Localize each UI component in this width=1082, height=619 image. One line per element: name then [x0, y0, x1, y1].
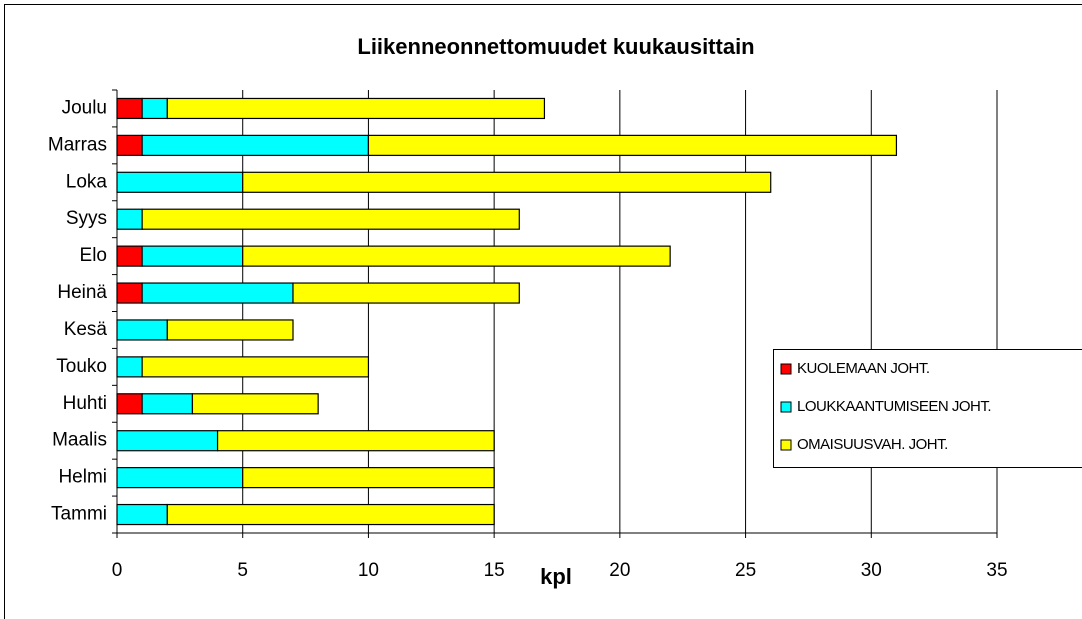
y-tick-label: Touko: [56, 356, 107, 377]
bar-segment: [166, 97, 546, 120]
legend-label: KUOLEMAAN JOHT.: [797, 360, 930, 377]
bar-segment: [166, 319, 294, 341]
y-tick-label: Tammi: [51, 504, 107, 525]
chart-frame: [4, 4, 1082, 619]
legend-box: [773, 349, 1082, 468]
bar-segment: [242, 245, 671, 267]
bar-segment: [116, 356, 143, 378]
bar-segment: [141, 208, 520, 230]
bar-segment: [116, 503, 168, 526]
legend-swatch: [780, 401, 792, 413]
bar-segment: [116, 97, 143, 120]
bar-segment: [141, 282, 294, 304]
legend-label: OMAISUUSVAH. JOHT.: [797, 436, 948, 453]
y-tick-label: Maalis: [52, 430, 107, 451]
x-tick-label: 35: [986, 560, 1007, 581]
x-tick-label: 0: [112, 560, 123, 581]
bar-segment: [292, 282, 520, 304]
bar-segment: [141, 97, 168, 120]
y-tick-label: Heinä: [57, 282, 107, 303]
y-tick-label: Elo: [80, 245, 107, 266]
legend-swatch: [780, 439, 792, 451]
y-tick-label: Loka: [66, 171, 108, 192]
y-tick-label: Marras: [48, 134, 107, 155]
bar-segment: [116, 430, 219, 452]
bar-segment: [141, 356, 370, 378]
y-tick-label: Helmi: [58, 467, 107, 488]
x-tick-label: 30: [861, 560, 882, 581]
bar-segment: [116, 393, 143, 415]
bar-segment: [116, 134, 143, 156]
bar-segment: [116, 467, 244, 489]
bar-segment: [242, 171, 772, 193]
x-tick-label: 20: [609, 560, 630, 581]
y-tick-label: Joulu: [62, 97, 107, 118]
legend-swatch: [780, 363, 792, 375]
bar-segment: [141, 393, 194, 415]
bar-segment: [216, 430, 495, 452]
bar-segment: [116, 171, 244, 193]
y-tick-label: Syys: [66, 208, 107, 229]
bar-segment: [116, 282, 143, 304]
bar-segment: [116, 245, 143, 267]
bar-segment: [166, 503, 495, 526]
bar-segment: [191, 393, 319, 415]
x-axis-label: kpl: [540, 564, 572, 589]
bar-segment: [116, 208, 143, 230]
bar-segment: [242, 467, 495, 489]
y-tick-label: Huhti: [63, 393, 107, 414]
legend-label: LOUKKAANTUMISEEN JOHT.: [797, 398, 991, 415]
bar-segment: [116, 319, 168, 341]
x-tick-label: 15: [484, 560, 505, 581]
bar-segment: [367, 134, 898, 156]
bar-segment: [141, 134, 370, 156]
x-tick-label: 5: [237, 560, 248, 581]
x-tick-label: 25: [735, 560, 756, 581]
x-tick-label: 10: [358, 560, 379, 581]
chart-title: Liikenneonnettomuudet kuukausittain: [357, 34, 754, 59]
bar-segment: [141, 245, 244, 267]
y-tick-label: Kesä: [64, 319, 108, 340]
